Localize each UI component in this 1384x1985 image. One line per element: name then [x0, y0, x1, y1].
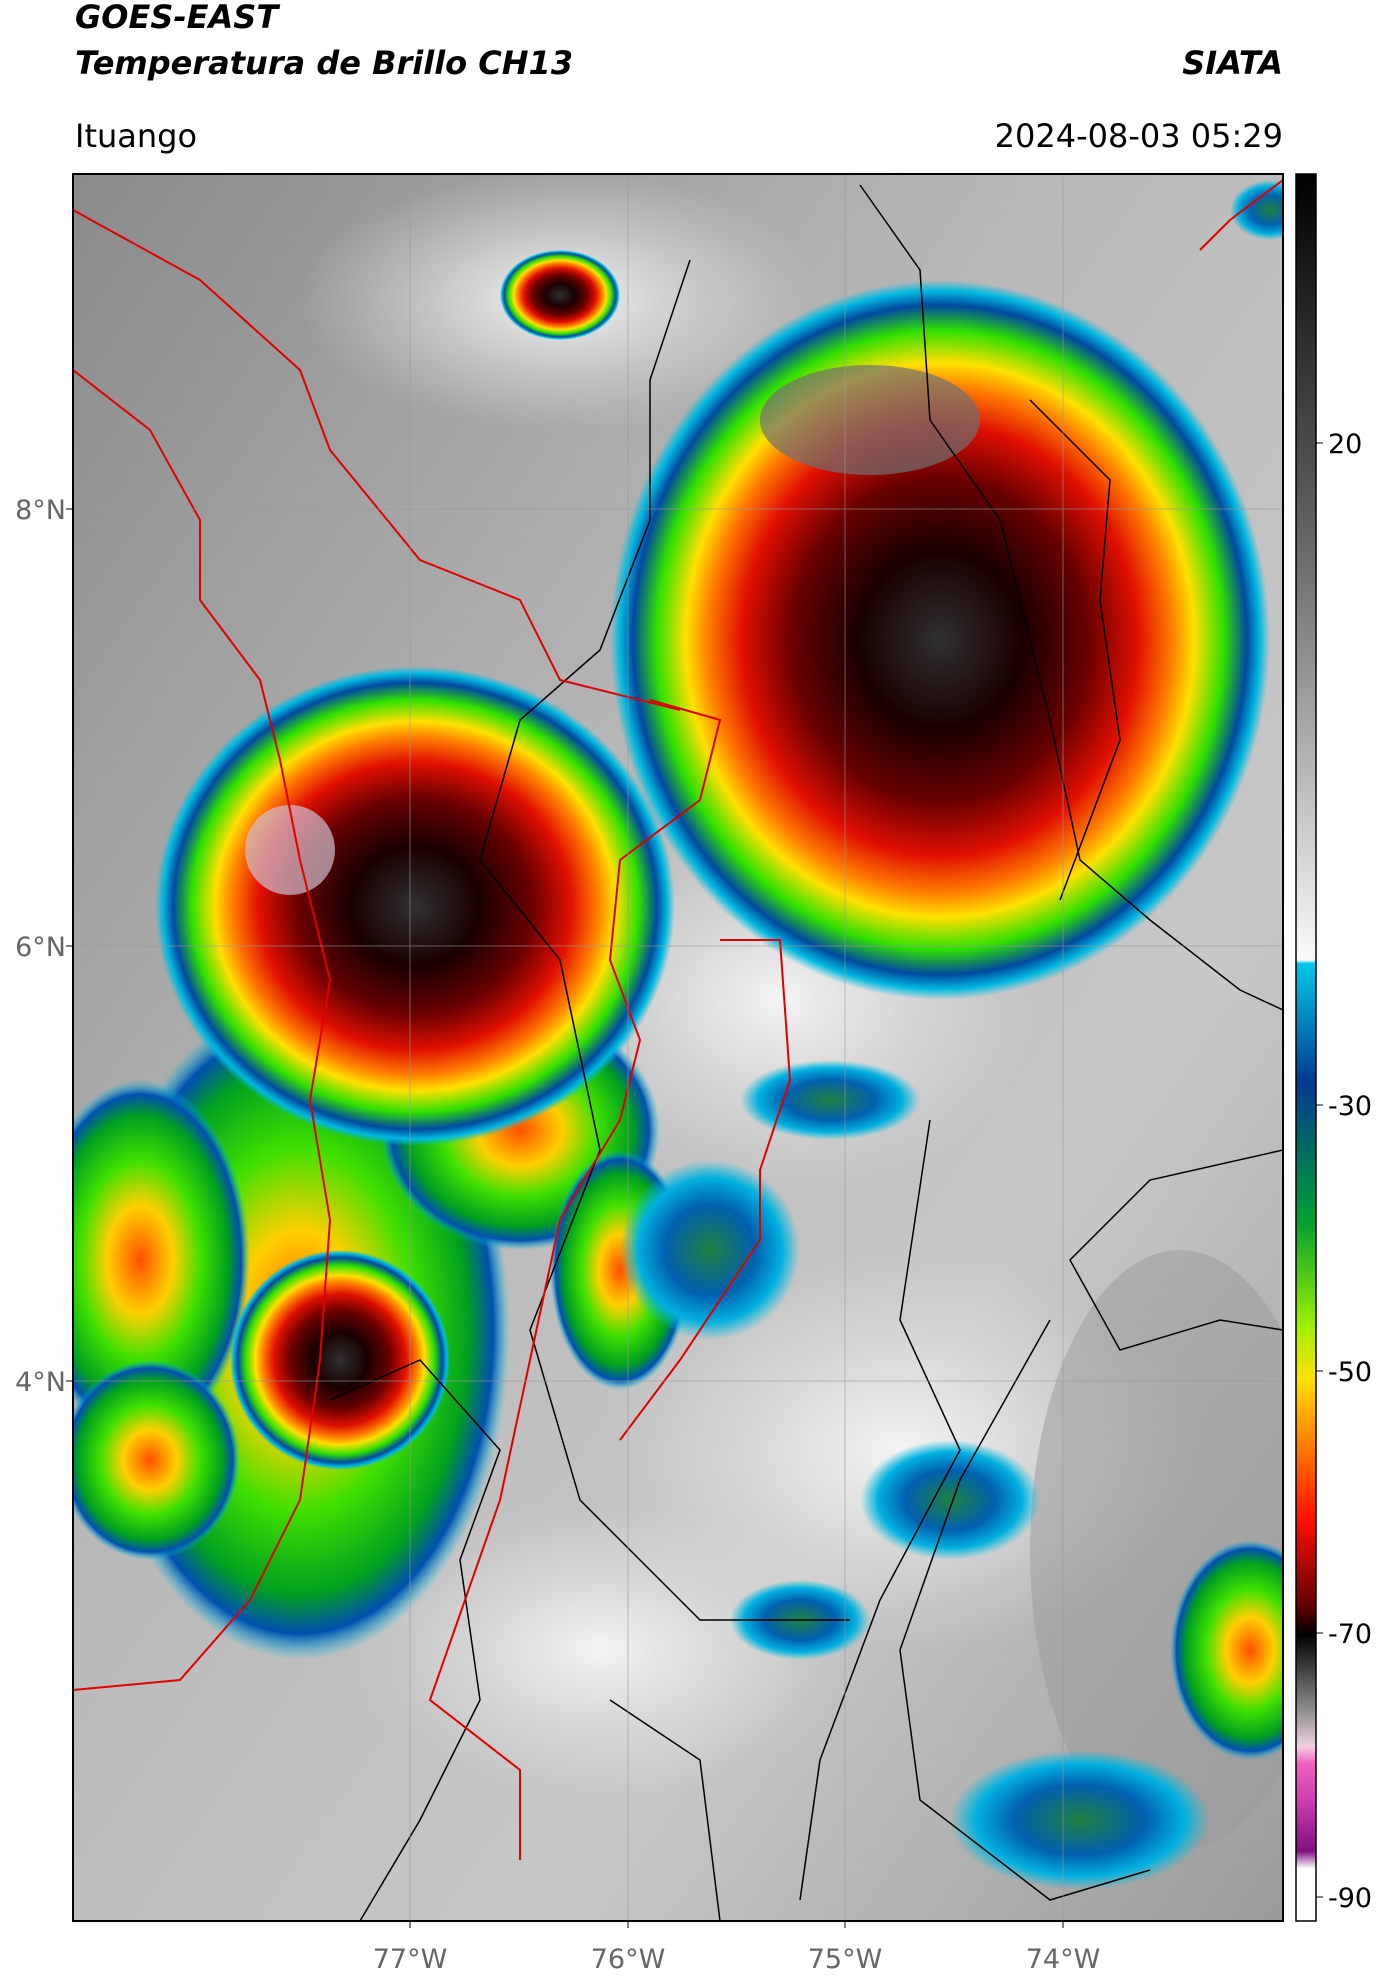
lon-label: 74°W	[1026, 1944, 1101, 1975]
title: GOES-EAST	[75, 0, 280, 36]
colorbar-tick-label: -30	[1328, 1091, 1372, 1122]
datetime: 2024-08-03 05:29	[995, 117, 1283, 155]
location: Ituango	[75, 117, 197, 155]
source: SIATA	[1182, 44, 1283, 82]
map-frame	[72, 173, 1284, 1922]
lon-label: 76°W	[591, 1944, 666, 1975]
colorbar-tick-label: 20	[1328, 429, 1362, 460]
lon-label: 75°W	[808, 1944, 883, 1975]
lat-label: 4°N	[15, 1367, 66, 1398]
colorbar	[1295, 173, 1317, 1922]
lat-label: 6°N	[15, 932, 66, 963]
lon-label: 77°W	[373, 1944, 448, 1975]
map-image	[73, 174, 1283, 1921]
colorbar-tick-label: -70	[1328, 1619, 1372, 1650]
colorbar-tick-label: -90	[1328, 1883, 1372, 1914]
lat-label: 8°N	[15, 495, 66, 526]
graticule	[73, 174, 1283, 1921]
colorbar-tick-label: -50	[1328, 1357, 1372, 1388]
subtitle: Temperatura de Brillo CH13	[75, 44, 573, 82]
